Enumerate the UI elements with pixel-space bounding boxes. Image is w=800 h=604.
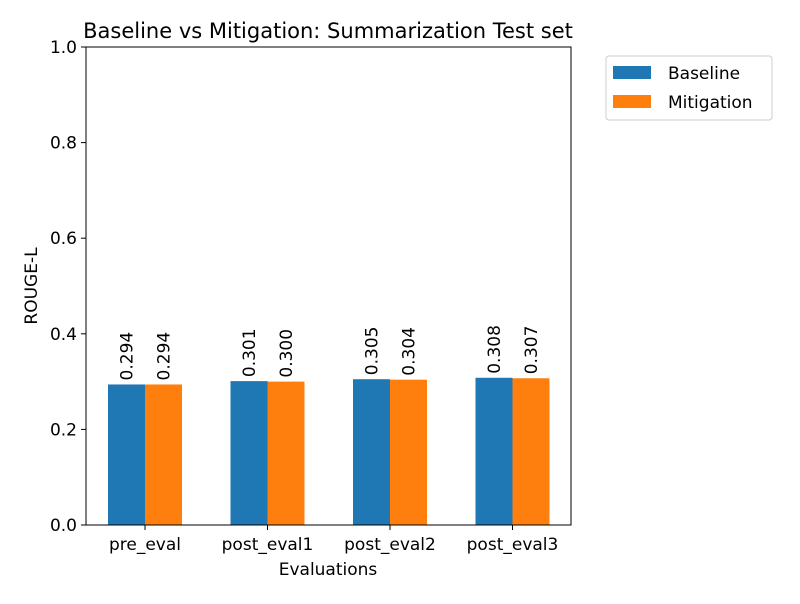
x-tick-label: post_eval1	[222, 535, 314, 555]
legend-label-mitigation: Mitigation	[668, 93, 753, 113]
y-axis-label: ROUGE-L	[22, 247, 42, 325]
bar-baseline-pre-eval	[108, 384, 145, 525]
plot-area-frame	[85, 46, 572, 526]
data-label-baseline-post-eval2: 0.305	[363, 327, 383, 376]
legend: Baseline Mitigation	[605, 55, 773, 121]
x-axis: pre_eval post_eval1 post_eval2 post_eval3	[109, 525, 558, 555]
x-axis-label: Evaluations	[279, 560, 378, 580]
legend-swatch-mitigation	[613, 95, 651, 108]
data-label-baseline-post-eval3: 0.308	[485, 325, 505, 374]
plot-bars-group	[108, 377, 550, 525]
data-label-baseline-pre-eval: 0.294	[118, 332, 138, 381]
bar-mitigation-post-eval1	[267, 381, 305, 525]
y-tick-label: 0.6	[50, 229, 77, 249]
bar-mitigation-post-eval3	[512, 378, 550, 525]
bar-mitigation-post-eval2	[390, 379, 427, 525]
data-labels-group: 0.294 0.294 0.301 0.300 0.305 0.304 0.308 0.307	[118, 325, 543, 380]
y-tick-label: 0.0	[50, 516, 77, 536]
bar-mitigation-pre-eval	[145, 384, 182, 525]
chart-title: Baseline vs Mitigation: Summarization Te…	[83, 19, 573, 43]
y-axis: 0.0 0.2 0.4 0.6 0.8 1.0	[50, 38, 86, 536]
bar-baseline-post-eval2	[353, 379, 390, 525]
legend-label-baseline: Baseline	[668, 64, 740, 84]
x-tick-label: post_eval2	[344, 535, 436, 555]
y-tick-label: 0.8	[50, 134, 77, 154]
bar-baseline-post-eval3	[475, 377, 513, 525]
y-tick-label: 0.2	[50, 420, 77, 440]
y-tick-label: 1.0	[50, 38, 77, 58]
data-label-mitigation-pre-eval: 0.294	[155, 332, 175, 381]
data-label-baseline-post-eval1: 0.301	[240, 328, 260, 377]
data-label-mitigation-post-eval3: 0.307	[522, 326, 542, 375]
legend-swatch-baseline	[613, 66, 651, 79]
x-tick-label: post_eval3	[467, 535, 559, 555]
bar-baseline-post-eval1	[230, 381, 268, 525]
y-tick-label: 0.4	[50, 325, 77, 345]
data-label-mitigation-post-eval2: 0.304	[400, 327, 420, 376]
data-label-mitigation-post-eval1: 0.300	[277, 329, 297, 378]
x-tick-label: pre_eval	[109, 535, 181, 555]
